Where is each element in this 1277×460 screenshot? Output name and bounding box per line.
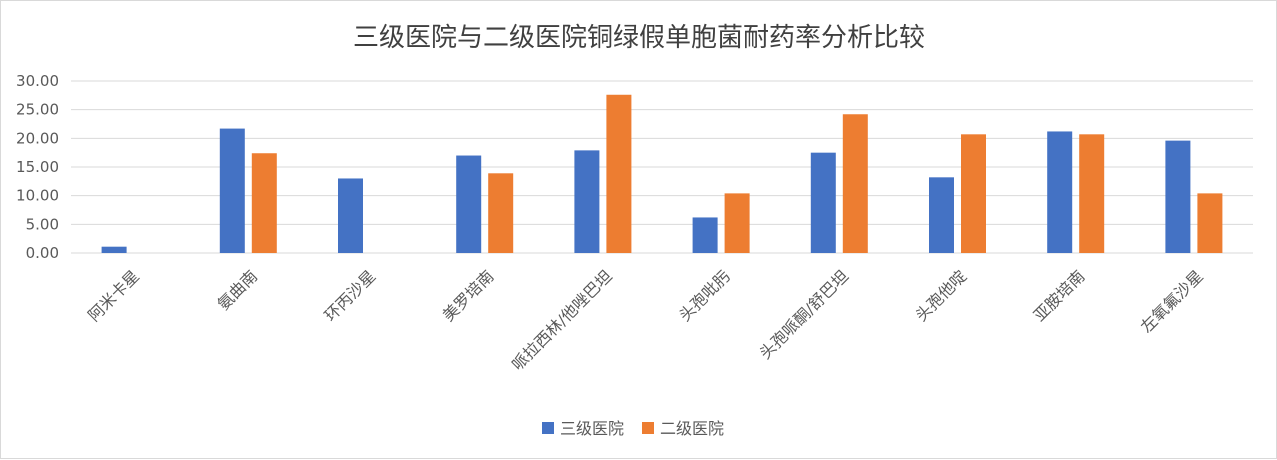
bar-tertiary: [338, 178, 363, 253]
legend-swatch: [642, 422, 654, 434]
bar-secondary: [1079, 134, 1105, 253]
category-label: 氨曲南: [214, 266, 261, 313]
bar-secondary: [842, 114, 868, 254]
legend-label: 三级医院: [560, 419, 624, 438]
y-tick-label: 20.00: [16, 129, 59, 147]
bar-secondary: [961, 134, 986, 253]
category-label: 哌拉西林/他唑巴坦: [508, 266, 616, 374]
category-label: 亚胺培南: [1030, 266, 1089, 325]
y-tick-label: 30.00: [16, 72, 59, 90]
bar-secondary: [251, 153, 277, 253]
bar-tertiary: [574, 150, 600, 253]
legend-label: 二级医院: [660, 419, 724, 438]
y-tick-label: 25.00: [16, 101, 59, 119]
bar-tertiary: [929, 177, 954, 253]
bar-secondary: [606, 94, 632, 253]
legend: 三级医院 二级医院: [542, 419, 724, 438]
bar-tertiary: [1047, 131, 1073, 253]
category-label: 阿米卡星: [84, 266, 143, 325]
legend-swatch: [542, 422, 554, 434]
category-label: 头孢他啶: [912, 266, 971, 325]
chart-title: 三级医院与二级医院铜绿假单胞菌耐药率分析比较: [353, 23, 925, 53]
bar-tertiary: [692, 217, 718, 253]
y-tick-label: 5.00: [26, 215, 59, 233]
bar-tertiary: [1165, 140, 1191, 253]
bar-secondary: [1197, 193, 1223, 253]
bar-tertiary: [101, 246, 127, 253]
bar-secondary: [724, 193, 750, 253]
gridlines: [71, 80, 1253, 254]
category-label: 头孢哌酮/舒巴坦: [756, 266, 852, 362]
y-tick-label: 15.00: [16, 158, 59, 176]
x-axis: 阿米卡星 氨曲南 环丙沙星 美罗培南 哌拉西林/他唑巴坦 头孢吡肟 头孢哌酮/舒巴坦 头孢他啶…: [84, 266, 1207, 374]
category-label: 头孢吡肟: [675, 266, 734, 325]
bar-tertiary: [219, 128, 245, 253]
y-axis: 0.00 5.00 10.00 15.00 20.00 25.00 30.00: [16, 72, 59, 262]
category-label: 环丙沙星: [321, 266, 380, 325]
y-tick-label: 10.00: [16, 187, 59, 205]
bar-tertiary: [810, 152, 836, 253]
category-label: 左氧氟沙星: [1137, 266, 1207, 336]
y-tick-label: 0.00: [26, 244, 59, 262]
bars: [101, 94, 1223, 254]
bar-secondary: [488, 173, 514, 253]
bar-tertiary: [456, 155, 482, 253]
category-label: 美罗培南: [439, 266, 498, 325]
